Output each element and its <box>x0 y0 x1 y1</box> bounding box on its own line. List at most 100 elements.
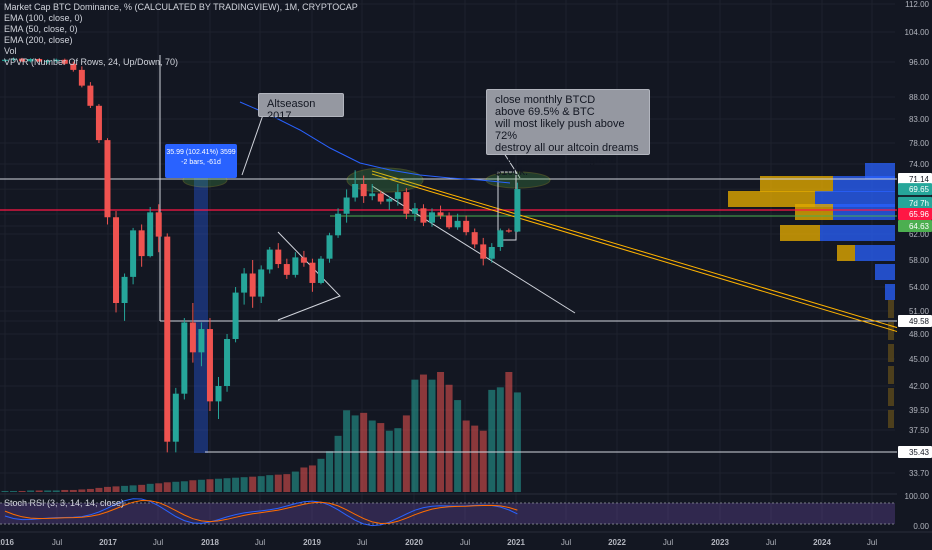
time-tick-label: Jul <box>766 538 776 547</box>
triangle-pattern <box>277 231 341 321</box>
price-tick-label: 54.00 <box>909 283 930 292</box>
volume-bar <box>326 451 334 492</box>
candle-body <box>198 329 205 353</box>
altseason-note[interactable]: Altseason 2017 <box>258 93 344 122</box>
volume-bar <box>496 387 504 492</box>
candle-body <box>335 213 342 236</box>
legend-ema200[interactable]: EMA (200, close) <box>4 35 73 45</box>
volume-bar <box>437 372 445 492</box>
volume-bar <box>334 435 342 492</box>
candle-body <box>155 212 162 237</box>
candle-body <box>10 58 17 60</box>
price-tick-label: 33.70 <box>909 469 930 478</box>
prediction-line-3: will most likely push above 72% <box>495 118 625 142</box>
volume-bar <box>291 471 299 492</box>
candle-body <box>471 232 478 245</box>
candle-body <box>206 329 213 402</box>
prediction-line-2: above 69.5% & BTC <box>495 106 595 118</box>
candle-body <box>429 212 435 223</box>
legend-stoch[interactable]: Stoch RSI (3, 3, 14, 14, close) <box>4 498 125 508</box>
measure-label[interactable]: 35.99 (102.41%) 3599 -2 bars, -61d <box>165 144 237 178</box>
volume-bar <box>394 428 402 492</box>
candle-body <box>113 217 120 303</box>
candle-body <box>138 230 145 257</box>
volume-bar <box>44 490 52 492</box>
volume-bar <box>377 423 385 492</box>
time-tick-label: 2021 <box>507 538 525 547</box>
vpvr-down-row <box>820 225 895 241</box>
candle-body <box>317 258 324 283</box>
volume-bar <box>385 430 393 492</box>
vpvr-down-row <box>885 284 895 300</box>
legend-ema100[interactable]: EMA (100, close, 0) <box>4 13 83 23</box>
vpvr-down-row <box>875 264 895 280</box>
volume-bar <box>343 410 351 492</box>
volume-bar <box>78 489 86 492</box>
vpvr-row-small <box>888 410 894 428</box>
candle-body <box>130 230 137 277</box>
time-tick-label: Jul <box>561 538 571 547</box>
candle-body <box>53 59 60 61</box>
vpvr-row-small <box>888 300 894 318</box>
candle-body <box>172 393 179 442</box>
candle-body <box>437 212 444 216</box>
price-tick-label: 83.00 <box>909 115 930 124</box>
volume-bar <box>61 489 69 492</box>
volume-bar <box>197 479 205 492</box>
volume-bar <box>266 475 274 492</box>
volume-bar <box>223 478 231 492</box>
volume-bar <box>488 389 496 492</box>
price-tick-label: 96.00 <box>909 58 930 67</box>
time-tick-label: Jul <box>663 538 673 547</box>
stoch-tick-label: 100.00 <box>905 492 930 501</box>
candle-body <box>147 212 154 257</box>
legend-vpvr[interactable]: VPVR (Number Of Rows, 24, Up/Down, 70) <box>4 57 179 67</box>
volume-bar <box>505 372 513 492</box>
candle-body <box>480 244 487 259</box>
candle-body <box>411 208 418 214</box>
volume-bar <box>146 483 154 492</box>
vpvr-down-row <box>855 245 895 261</box>
candle-body <box>87 85 94 106</box>
candle-body <box>232 292 239 339</box>
price-label-bg <box>898 196 932 209</box>
price-label-text: 35.43 <box>909 448 930 457</box>
price-axis: 112.00 104.00 96.00 88.00 83.00 78.00 74.00 62.… <box>897 0 932 532</box>
vpvr-up-row <box>728 191 815 207</box>
prediction-note[interactable]: close monthly BTCD above 69.5% & BTC wil… <box>486 89 650 178</box>
legend-vol[interactable]: Vol <box>4 46 17 56</box>
volume-bar <box>513 392 521 492</box>
volume-bar <box>103 486 111 492</box>
vpvr-row-small <box>888 388 894 406</box>
candle-body <box>78 69 85 86</box>
stoch-rsi-pane <box>0 493 932 527</box>
legend-ema50[interactable]: EMA (50, close, 0) <box>4 24 78 34</box>
grid <box>0 0 895 520</box>
price-label-text: 71.14 <box>909 175 930 184</box>
price-tick-label: 48.00 <box>909 330 930 339</box>
volume-bar <box>274 474 282 492</box>
price-label-bg <box>898 315 932 327</box>
volume-bar <box>411 379 419 492</box>
price-tick-label: 78.00 <box>909 139 930 148</box>
volume-bar <box>428 379 436 492</box>
candle-body <box>497 230 504 247</box>
price-tick-label: 112.00 <box>905 0 929 9</box>
candle-body <box>36 59 43 62</box>
volume-bar <box>240 477 248 492</box>
vpvr-row-small <box>888 366 894 384</box>
price-label-text: 7d 7h <box>909 199 929 208</box>
volume-bar <box>249 476 257 492</box>
price-label-bg <box>898 446 932 458</box>
candle-body <box>505 230 512 232</box>
time-axis: 2016 Jul 2017 Jul 2018 Jul 2019 Jul 2020 Jul 2021 J… <box>0 531 932 550</box>
stoch-band <box>0 503 895 524</box>
volume-bar <box>308 465 316 492</box>
volume-bar <box>402 415 410 492</box>
volume-bar <box>283 474 291 492</box>
candle-body <box>377 193 384 202</box>
legend-main: Market Cap BTC Dominance, % (CALCULATED … <box>4 2 358 12</box>
descending-line <box>371 185 576 314</box>
time-tick-label: 2019 <box>303 538 321 547</box>
